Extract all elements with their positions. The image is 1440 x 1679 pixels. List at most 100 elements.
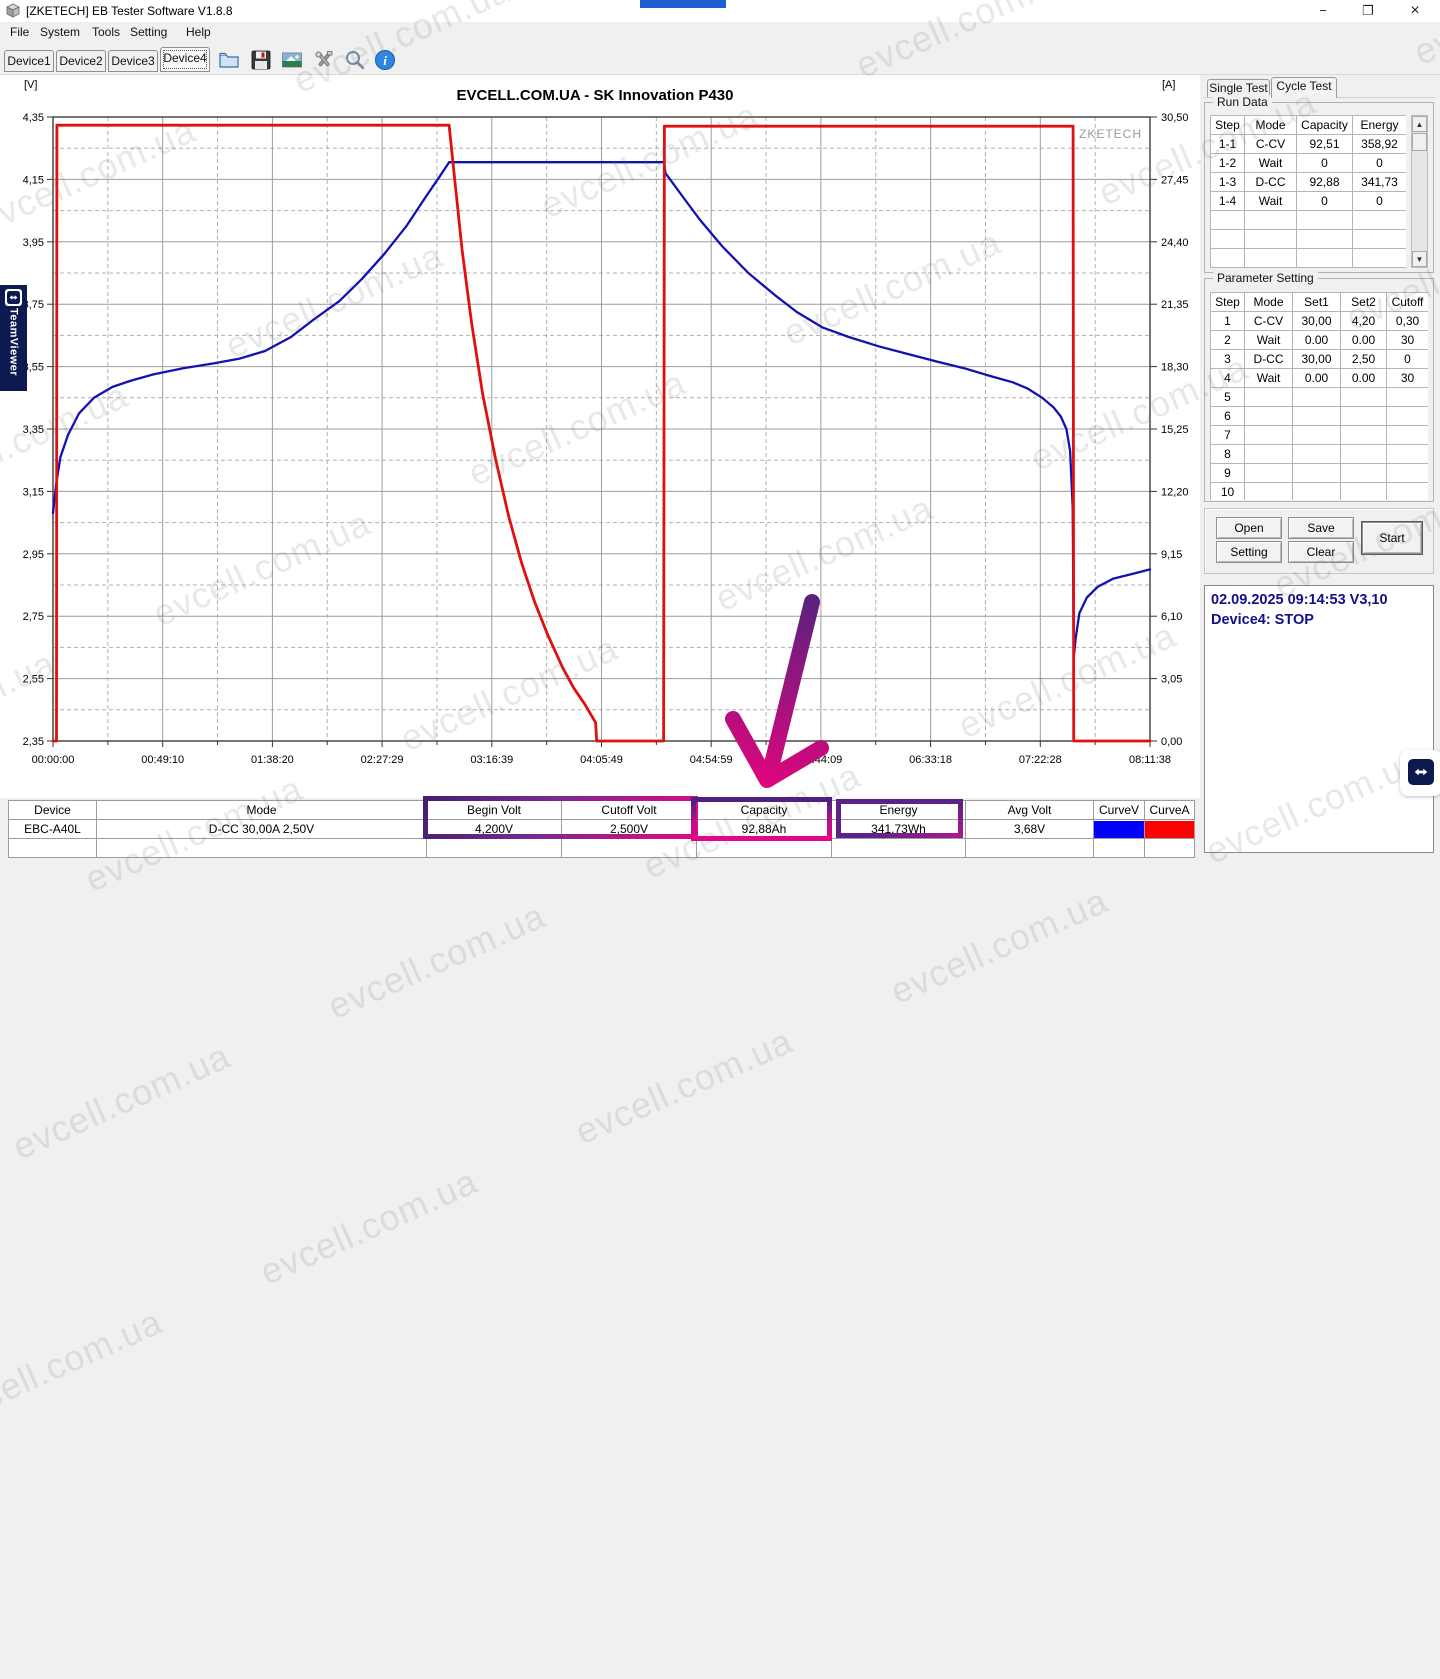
scroll-up-icon[interactable]: ▲ — [1412, 116, 1427, 132]
table-cell — [1210, 248, 1245, 268]
col-cutoff-volt: Cutoff Volt — [561, 800, 697, 820]
close-button[interactable]: × — [1410, 2, 1420, 19]
save-params-button[interactable]: Save — [1288, 517, 1354, 539]
open-button[interactable]: Open — [1216, 517, 1282, 539]
teamviewer-logo-icon — [1408, 759, 1434, 785]
table-cell: 6 — [1210, 406, 1245, 426]
table-row[interactable] — [1210, 248, 1406, 268]
status-box: 02.09.2025 09:14:53 V3,10 Device4: STOP — [1204, 585, 1434, 853]
table-cell: 5 — [1210, 387, 1245, 407]
tab-device2[interactable]: Device2 — [56, 50, 106, 72]
table-cell — [1292, 406, 1341, 426]
mode-value: D-CC 30,00A 2,50V — [96, 819, 427, 839]
table-row[interactable]: 1-2 Wait 0 0 — [1210, 153, 1406, 173]
table-cell — [1296, 229, 1353, 249]
zoom-button[interactable] — [342, 47, 368, 72]
chart-title: EVCELL.COM.UA - SK Innovation P430 — [456, 87, 734, 104]
svg-text:00:00:00: 00:00:00 — [32, 754, 75, 766]
table-cell: 0 — [1352, 191, 1406, 211]
top-blue-strip — [640, 0, 726, 8]
svg-text:08:11:38: 08:11:38 — [1129, 754, 1171, 766]
menu-file[interactable]: File — [10, 25, 30, 39]
menu-setting[interactable]: Setting — [130, 25, 168, 39]
scrollbar-thumb[interactable] — [1412, 133, 1427, 151]
setting-button[interactable]: Setting — [1216, 541, 1282, 563]
table-cell — [1386, 482, 1428, 500]
run-data-scrollbar[interactable]: ▲ ▼ — [1411, 115, 1428, 268]
menu-help[interactable]: Help — [186, 25, 211, 39]
table-row[interactable]: 1-1 C-CV 92,51 358,92 — [1210, 134, 1406, 154]
table-cell: 30 — [1386, 368, 1428, 388]
window-title: [ZKETECH] EB Tester Software V1.8.8 — [26, 4, 233, 18]
table-cell — [1244, 248, 1297, 268]
watermark-text: evcell.com.ua — [253, 1160, 484, 1293]
table-row[interactable]: 8 — [1210, 444, 1428, 464]
export-image-button[interactable] — [279, 47, 305, 72]
table-row[interactable]: 10 — [1210, 482, 1428, 500]
tab-device3[interactable]: Device3 — [108, 50, 158, 72]
table-row[interactable]: 7 — [1210, 425, 1428, 445]
table-row[interactable]: 3 D-CC 30,00 2,50 0 — [1210, 349, 1428, 369]
table-row[interactable]: 2 Wait 0.00 0.00 30 — [1210, 330, 1428, 350]
table-cell: 1-2 — [1210, 153, 1245, 173]
column-header: Set2 — [1340, 292, 1387, 312]
settings-tools-button[interactable] — [311, 47, 337, 72]
teamviewer-badge[interactable] — [1400, 750, 1440, 810]
table-row[interactable]: 4 Wait 0.00 0.00 30 — [1210, 368, 1428, 388]
menu-system[interactable]: System — [40, 25, 81, 39]
table-cell — [1244, 463, 1293, 483]
tab-single-test[interactable]: Single Test — [1207, 79, 1270, 97]
start-button[interactable]: Start — [1361, 521, 1423, 555]
watermark-text: evcell.com.ua — [321, 894, 552, 1027]
table-row[interactable] — [1210, 267, 1406, 268]
parameter-setting-groupbox: Parameter Setting Step Mode Set1 Set2 Cutoff… — [1204, 271, 1434, 502]
menu-tools[interactable]: Tools — [92, 25, 121, 39]
table-cell: 92,88 — [1296, 172, 1353, 192]
minimize-button[interactable]: − — [1319, 3, 1327, 18]
save-button[interactable] — [248, 47, 274, 72]
table-cell: 0 — [1296, 153, 1353, 173]
table-row[interactable]: 1-4 Wait 0 0 — [1210, 191, 1406, 211]
svg-text:21,35: 21,35 — [1161, 299, 1189, 311]
table-row[interactable]: 5 — [1210, 387, 1428, 407]
watermark-text: evcell.com.ua — [884, 879, 1114, 1012]
col-device: Device — [8, 800, 97, 820]
column-header: Cutoff — [1386, 292, 1428, 312]
col-curve-v: CurveV — [1093, 800, 1145, 820]
table-cell: 9 — [1210, 463, 1245, 483]
column-header: Step — [1210, 115, 1245, 135]
header-row: Step Mode Capacity Energy — [1210, 115, 1406, 135]
svg-text:4,35: 4,35 — [23, 112, 44, 124]
table-row[interactable] — [1210, 229, 1406, 249]
table-cell — [1292, 482, 1341, 500]
info-button[interactable]: i — [372, 47, 398, 72]
table-row[interactable]: 1 C-CV 30,00 4,20 0,30 — [1210, 311, 1428, 331]
watermark-text: evcell.com.ua — [0, 1300, 169, 1433]
teamviewer-banner[interactable]: TeamViewer — [0, 285, 27, 391]
tab-cycle-test[interactable]: Cycle Test — [1271, 77, 1337, 98]
table-row[interactable]: 6 — [1210, 406, 1428, 426]
clear-button[interactable]: Clear — [1288, 541, 1354, 563]
run-data-table: Step Mode Capacity Energy 1-1 C-CV 92,51 358,92… — [1210, 115, 1406, 268]
table-cell: 0.00 — [1340, 330, 1387, 350]
col-curve-a: CurveA — [1144, 800, 1195, 820]
table-cell: Wait — [1244, 330, 1293, 350]
tab-device1[interactable]: Device1 — [4, 50, 54, 72]
table-cell — [1340, 444, 1387, 464]
summary-value-row: EBC-A40L D-CC 30,00A 2,50V 4,200V 2,500V… — [8, 819, 1195, 839]
open-file-button[interactable] — [216, 47, 242, 72]
summary-header-row: Device Mode Begin Volt Cutoff Volt Capac… — [8, 800, 1195, 820]
run-data-title: Run Data — [1213, 95, 1272, 109]
table-cell: 1-3 — [1210, 172, 1245, 192]
scroll-down-icon[interactable]: ▼ — [1412, 251, 1427, 267]
tab-device4[interactable]: Device4 — [160, 47, 210, 72]
button-panel: Open Save Setting Clear Start — [1204, 508, 1434, 574]
restore-button[interactable]: ❐ — [1362, 3, 1374, 18]
column-header: Mode — [1244, 292, 1293, 312]
table-cell: 0 — [1296, 191, 1353, 211]
table-row[interactable]: 1-3 D-CC 92,88 341,73 — [1210, 172, 1406, 192]
table-cell — [1340, 406, 1387, 426]
table-row[interactable]: 9 — [1210, 463, 1428, 483]
svg-text:i: i — [383, 53, 387, 68]
table-row[interactable] — [1210, 210, 1406, 230]
